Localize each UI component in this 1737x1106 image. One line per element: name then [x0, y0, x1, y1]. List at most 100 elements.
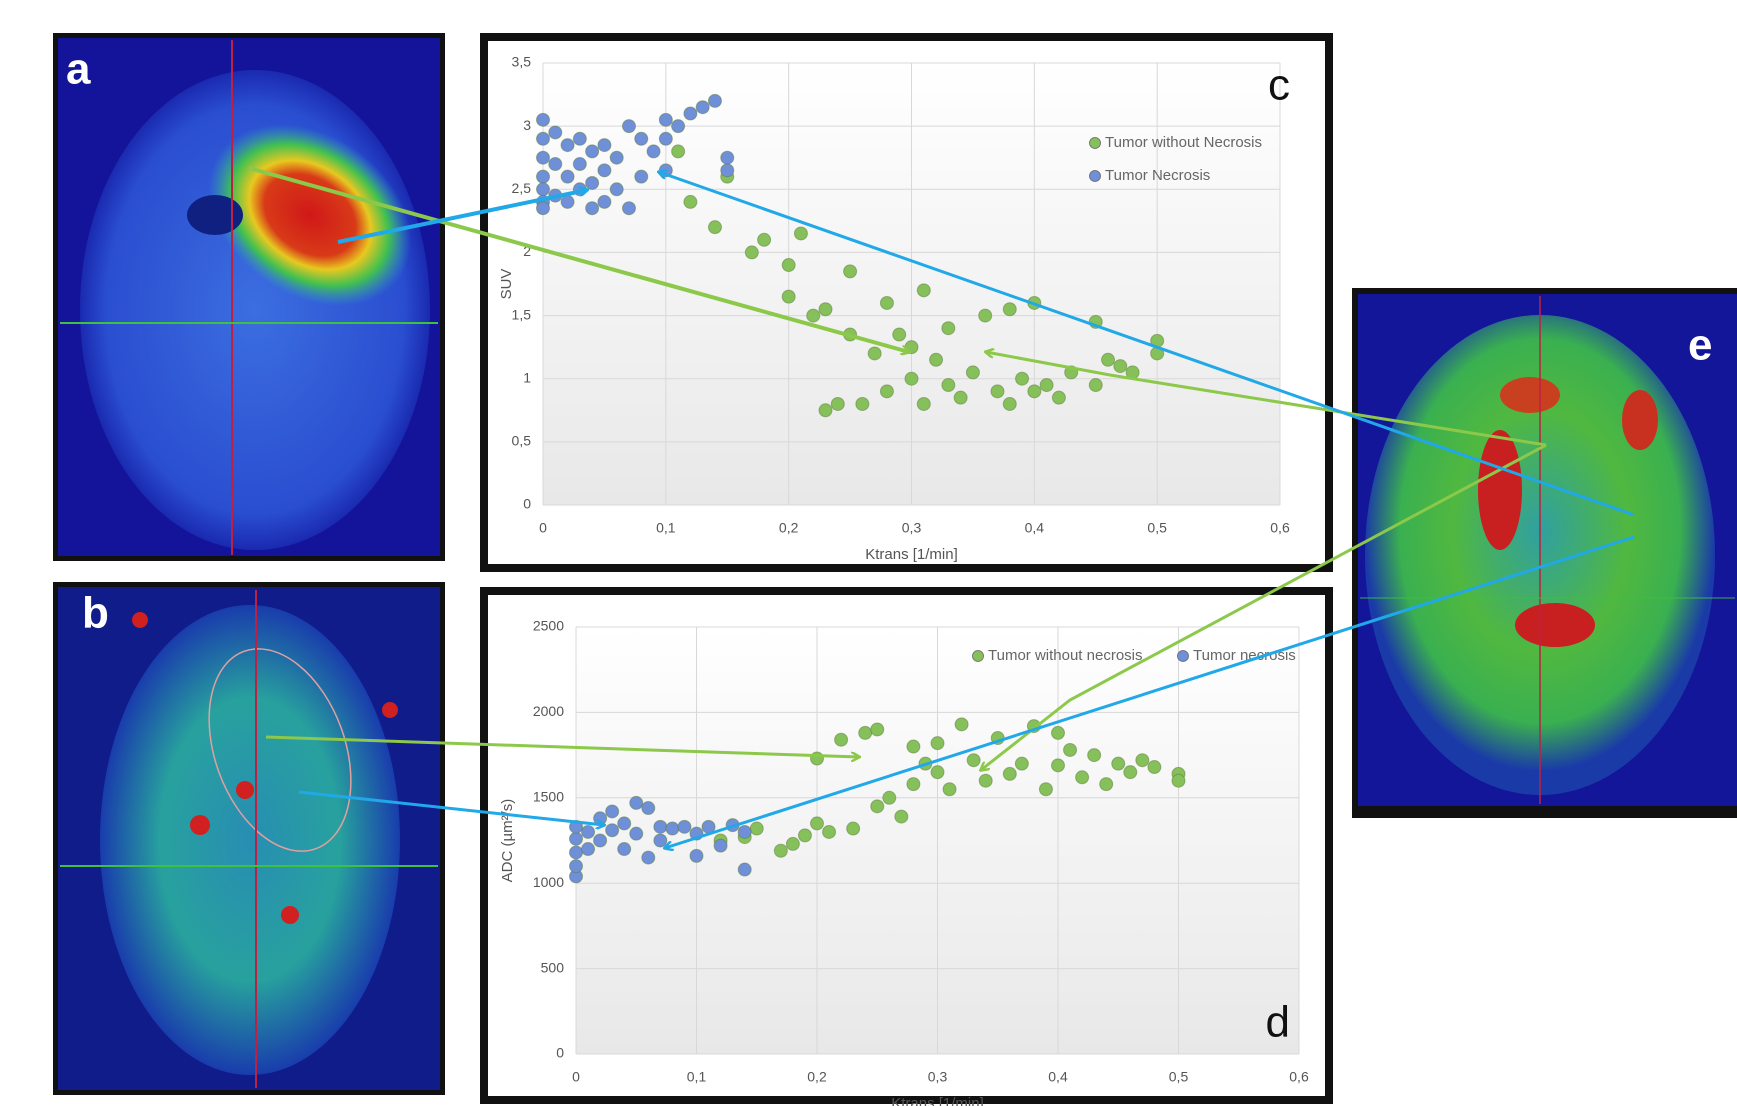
- hotspot: [1500, 377, 1560, 413]
- scatter-point: [629, 795, 644, 810]
- scatter-point: [1113, 359, 1128, 374]
- scatter-point: [621, 201, 636, 216]
- x-tick-label: 0,2: [807, 1069, 827, 1085]
- scatter-point: [695, 100, 710, 115]
- scatter-point: [879, 295, 894, 310]
- scatter-point: [617, 816, 632, 831]
- scatter-point: [930, 765, 945, 780]
- scatter-point: [830, 396, 845, 411]
- scatter-point: [797, 828, 812, 843]
- scatter-point: [1002, 302, 1017, 317]
- x-tick-label: 0,6: [1270, 520, 1290, 536]
- scatter-point: [593, 833, 608, 848]
- scatter-point: [744, 245, 759, 260]
- image-panel-a: a: [53, 33, 445, 561]
- y-tick-label: 1: [523, 369, 531, 385]
- scatter-point: [653, 833, 668, 848]
- hotspot: [190, 815, 210, 835]
- scatter-point: [1111, 756, 1126, 771]
- scatter-point: [1051, 390, 1066, 405]
- scatter-point: [870, 799, 885, 814]
- scatter-point: [536, 112, 550, 127]
- scatter-point: [1014, 756, 1029, 771]
- scatter-point: [658, 112, 673, 127]
- hotspot: [1515, 603, 1595, 647]
- arrow: [248, 166, 909, 352]
- x-tick-label: 0,1: [687, 1069, 707, 1085]
- x-axis-label: Ktrans [1/min]: [891, 1095, 984, 1106]
- x-tick-label: 0,5: [1169, 1069, 1189, 1085]
- scatter-point: [1087, 748, 1102, 763]
- scatter-point: [1015, 371, 1030, 386]
- scatter-point: [683, 194, 698, 209]
- scatter-point: [965, 365, 980, 380]
- arrow: [337, 190, 587, 244]
- scatter-point: [793, 226, 808, 241]
- scatter-point: [818, 403, 833, 418]
- scatter-point: [597, 163, 612, 178]
- scatter-point: [585, 175, 600, 190]
- scatter-point: [1075, 770, 1090, 785]
- y-axis-label: SUV: [498, 269, 515, 300]
- y-axis-label: ADC (µm²/s): [499, 799, 516, 883]
- legend-label: Tumor without necrosis: [988, 647, 1143, 664]
- scatter-point: [665, 821, 680, 836]
- scatter-point: [707, 220, 722, 235]
- scatter-point: [536, 169, 550, 184]
- scatter-point: [1171, 773, 1186, 788]
- x-tick-label: 0,2: [779, 520, 799, 536]
- legend-marker: [972, 650, 984, 662]
- x-axis-label: Ktrans [1/min]: [865, 546, 958, 563]
- scatter-point: [1002, 766, 1017, 781]
- scatter-point: [942, 782, 957, 797]
- scatter-point: [916, 283, 931, 298]
- legend-marker: [1089, 170, 1101, 182]
- scatter-point: [966, 753, 981, 768]
- scatter-point: [1147, 760, 1162, 775]
- scatter-point: [1027, 384, 1042, 399]
- scatter-point: [882, 790, 897, 805]
- scatter-point: [720, 163, 735, 178]
- scatter-point: [720, 150, 735, 165]
- scatter-point: [1123, 765, 1138, 780]
- scatter-point: [879, 384, 894, 399]
- scatter-point: [892, 327, 907, 342]
- scatter-point: [609, 150, 624, 165]
- panel-annotation: c: [1268, 61, 1290, 110]
- x-tick-label: 0,4: [1048, 1069, 1068, 1085]
- scatter-point: [585, 201, 600, 216]
- scatter-point: [737, 862, 752, 877]
- arrow: [265, 735, 859, 757]
- scatter-point: [646, 144, 661, 159]
- scatter-point: [536, 182, 550, 197]
- scatter-point: [713, 838, 728, 853]
- x-tick-label: 0: [572, 1069, 580, 1085]
- x-tick-label: 0,1: [656, 520, 676, 536]
- arrow: [981, 443, 1547, 770]
- scatter-point: [906, 739, 921, 754]
- scatter-point: [822, 824, 837, 839]
- scatter-point: [1051, 758, 1065, 773]
- x-tick-label: 0,3: [902, 520, 922, 536]
- y-tick-label: 500: [541, 959, 565, 975]
- scatter-point: [834, 732, 849, 747]
- scatter-point: [641, 801, 656, 816]
- scatter-point: [978, 308, 993, 323]
- x-tick-label: 0,3: [928, 1069, 948, 1085]
- y-tick-label: 0,5: [512, 433, 532, 449]
- scatter-point: [904, 371, 919, 386]
- scatter-point: [930, 736, 945, 751]
- scatter-point: [757, 232, 772, 247]
- arrow: [986, 352, 1547, 447]
- scatter-point: [990, 384, 1005, 399]
- scatter-point: [629, 826, 644, 841]
- arrows: [248, 166, 1635, 848]
- x-tick-label: 0,5: [1147, 520, 1167, 536]
- scatter-point: [536, 150, 550, 165]
- scatter-point: [658, 131, 673, 146]
- scatter-point: [634, 169, 649, 184]
- scatter-point: [858, 725, 873, 740]
- scatter-point: [954, 717, 969, 732]
- scatter-point: [894, 809, 909, 824]
- scatter-point: [916, 396, 931, 411]
